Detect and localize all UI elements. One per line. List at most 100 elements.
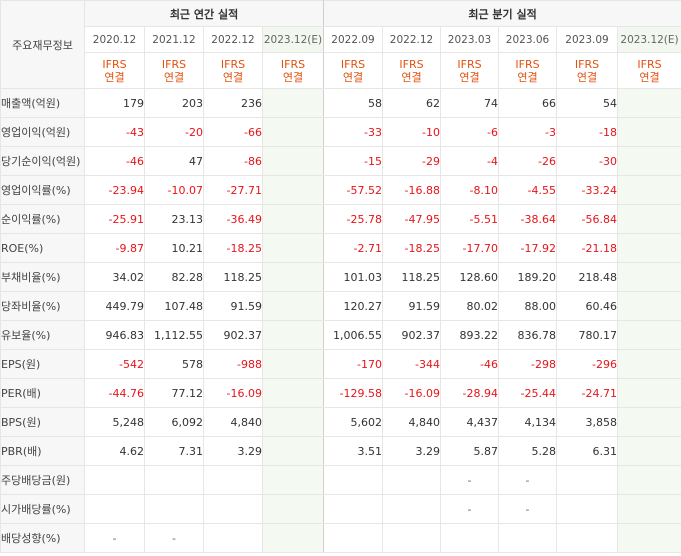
data-cell: -4.55 xyxy=(498,175,558,205)
data-cell xyxy=(556,523,619,553)
data-cell xyxy=(261,349,325,379)
data-cell xyxy=(617,262,681,292)
data-cell: 5.28 xyxy=(498,436,558,466)
data-cell: -4 xyxy=(440,146,500,176)
data-cell: 4,437 xyxy=(440,407,500,437)
data-cell: -28.94 xyxy=(440,378,500,408)
data-cell: -2.71 xyxy=(323,233,384,263)
data-cell: - xyxy=(440,465,500,495)
data-cell: 189.20 xyxy=(498,262,558,292)
data-cell xyxy=(382,494,442,524)
data-cell xyxy=(84,465,145,495)
data-cell: 3.29 xyxy=(203,436,263,466)
data-cell xyxy=(261,378,325,408)
data-cell: -25.44 xyxy=(498,378,558,408)
row-label: 주당배당금(원) xyxy=(0,465,85,495)
data-cell: -26 xyxy=(498,146,558,176)
data-cell: 893.22 xyxy=(440,320,500,350)
data-cell: -296 xyxy=(556,349,619,379)
data-cell: 6.31 xyxy=(556,436,619,466)
data-cell: -542 xyxy=(84,349,145,379)
data-cell: 5,248 xyxy=(84,407,145,437)
data-cell: 4,840 xyxy=(382,407,442,437)
row-label: PER(배) xyxy=(0,378,85,408)
data-cell xyxy=(84,494,145,524)
data-cell: -15 xyxy=(323,146,384,176)
data-cell xyxy=(440,523,500,553)
data-cell xyxy=(617,378,681,408)
data-cell xyxy=(617,320,681,350)
data-cell: -18.25 xyxy=(203,233,263,263)
data-cell: -33.24 xyxy=(556,175,619,205)
table-row: 부채비율(%) 34.02 82.28 118.25 101.03 118.25 128.6… xyxy=(0,262,681,292)
period-header: 2022.09 xyxy=(323,26,384,53)
data-cell: -170 xyxy=(323,349,384,379)
period-header: 2023.12(E) xyxy=(261,26,325,53)
data-cell: -56.84 xyxy=(556,204,619,234)
data-cell xyxy=(261,465,325,495)
data-cell: 91.59 xyxy=(203,291,263,321)
data-cell: 58 xyxy=(323,88,384,118)
data-cell: 780.17 xyxy=(556,320,619,350)
data-cell xyxy=(617,117,681,147)
data-cell: -988 xyxy=(203,349,263,379)
period-header: 2022.12 xyxy=(382,26,442,53)
accounting-standard: IFRS 연결 xyxy=(382,52,442,89)
table-row: 시가배당률(%) - - xyxy=(0,494,681,524)
data-cell: 60.46 xyxy=(556,291,619,321)
table-row: 순이익률(%) -25.91 23.13 -36.49 -25.78 -47.95 -5.5… xyxy=(0,204,681,234)
data-cell: -33 xyxy=(323,117,384,147)
data-cell: -18.25 xyxy=(382,233,442,263)
table-row: 유보율(%) 946.83 1,112.55 902.37 1,006.55 902.37… xyxy=(0,320,681,350)
data-cell: 902.37 xyxy=(203,320,263,350)
data-cell xyxy=(382,523,442,553)
accounting-standard: IFRS 연결 xyxy=(440,52,500,89)
data-cell: -16.09 xyxy=(382,378,442,408)
data-cell: - xyxy=(84,523,145,553)
data-cell: 5,602 xyxy=(323,407,384,437)
data-cell: -6 xyxy=(440,117,500,147)
data-cell: -18 xyxy=(556,117,619,147)
data-cell: -23.94 xyxy=(84,175,145,205)
corner-label: 주요재무정보 xyxy=(0,0,85,89)
row-label: 시가배당률(%) xyxy=(0,494,85,524)
data-cell: 236 xyxy=(203,88,263,118)
data-cell xyxy=(144,465,204,495)
standard-ifrs: IFRS xyxy=(574,57,600,71)
standard-header-row: IFRS 연결 IFRS 연결 IFRS 연결 IFRS 연결 IFRS 연결 IFRS 연결 IFRS… xyxy=(1,52,681,89)
data-cell xyxy=(617,88,681,118)
data-cell: 4,134 xyxy=(498,407,558,437)
standard-ifrs: IFRS xyxy=(220,57,246,71)
period-header: 2023.06 xyxy=(498,26,558,53)
period-header: 2023.09 xyxy=(556,26,619,53)
data-cell: -17.92 xyxy=(498,233,558,263)
data-cell xyxy=(617,436,681,466)
table-row: 당좌비율(%) 449.79 107.48 91.59 120.27 91.59 80.02… xyxy=(0,291,681,321)
table-row: 영업이익률(%) -23.94 -10.07 -27.71 -57.52 -16.88 -8… xyxy=(0,175,681,205)
data-cell: -298 xyxy=(498,349,558,379)
table-row: BPS(원) 5,248 6,092 4,840 5,602 4,840 4,437 4,13… xyxy=(0,407,681,437)
data-cell xyxy=(261,117,325,147)
period-header: 2023.03 xyxy=(440,26,500,53)
data-cell: 1,112.55 xyxy=(144,320,204,350)
standard-consolidated: 연결 xyxy=(401,70,422,84)
data-cell: 34.02 xyxy=(84,262,145,292)
table-row: EPS(원) -542 578 -988 -170 -344 -46 -298 -296 xyxy=(0,349,681,379)
data-cell: -46 xyxy=(440,349,500,379)
data-cell: 578 xyxy=(144,349,204,379)
data-cell: 3.51 xyxy=(323,436,384,466)
data-cell: -86 xyxy=(203,146,263,176)
data-cell xyxy=(556,465,619,495)
standard-consolidated: 연결 xyxy=(517,70,538,84)
data-cell: 54 xyxy=(556,88,619,118)
data-cell: -38.64 xyxy=(498,204,558,234)
standard-consolidated: 연결 xyxy=(459,70,480,84)
data-cell: 836.78 xyxy=(498,320,558,350)
data-cell xyxy=(617,233,681,263)
data-cell: 77.12 xyxy=(144,378,204,408)
data-cell xyxy=(261,320,325,350)
data-cell: -21.18 xyxy=(556,233,619,263)
data-cell: 23.13 xyxy=(144,204,204,234)
data-cell: -10.07 xyxy=(144,175,204,205)
